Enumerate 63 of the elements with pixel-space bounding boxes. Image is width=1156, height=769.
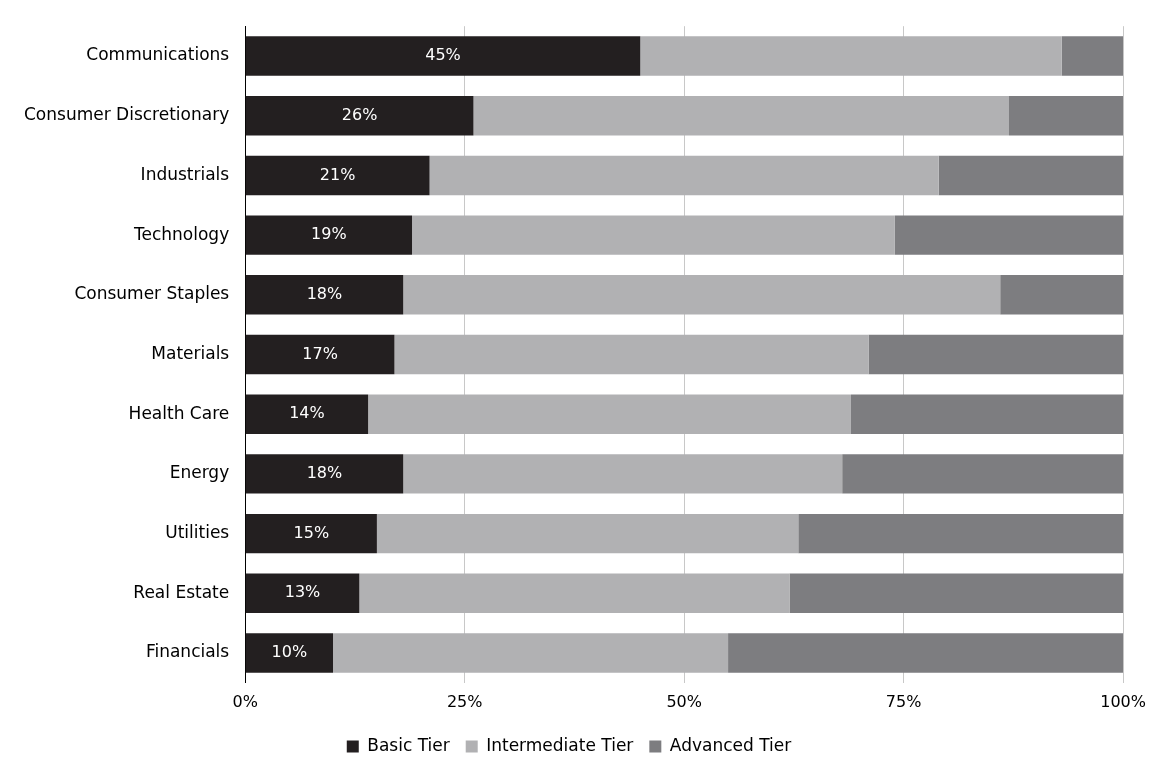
- bar: [368, 394, 851, 434]
- y-tick-label: Consumer Discretionary: [23, 104, 230, 125]
- bar: [842, 454, 1124, 494]
- x-tick-label: 25%: [446, 691, 483, 711]
- bar: [359, 573, 790, 613]
- bar: [938, 155, 1124, 196]
- x-tick-label: 0%: [232, 691, 258, 711]
- y-tick-label: Communications: [86, 44, 230, 65]
- bar: [333, 633, 729, 673]
- bar: [1009, 96, 1124, 136]
- legend-label: Basic Tier: [367, 734, 450, 755]
- data-label: 17%: [302, 343, 338, 363]
- legend-label: Advanced Tier: [669, 734, 792, 755]
- bar: [473, 96, 1009, 136]
- bar: [245, 454, 404, 494]
- bar: [245, 215, 413, 255]
- data-label: 18%: [306, 283, 343, 303]
- bar: [245, 633, 333, 673]
- bar: [850, 394, 1124, 434]
- data-label: 15%: [293, 522, 330, 542]
- bar: [789, 573, 1124, 613]
- bar: [412, 215, 895, 255]
- data-label: 45%: [425, 45, 461, 65]
- bar: [403, 454, 843, 494]
- x-tick-label: 100%: [1100, 691, 1146, 711]
- bar: [1061, 36, 1124, 76]
- y-tick-label: Industrials: [140, 163, 230, 184]
- bar: [245, 36, 641, 76]
- y-tick-label: Consumer Staples: [74, 283, 230, 304]
- bar: [245, 394, 369, 434]
- bar: [894, 215, 1124, 255]
- data-label: 13%: [284, 582, 321, 602]
- y-tick-label: Utilities: [165, 521, 230, 542]
- y-tick-label: Health Care: [128, 402, 230, 423]
- bar: [798, 513, 1124, 554]
- bar: [245, 275, 404, 315]
- bar: [245, 96, 474, 136]
- bar: [1000, 275, 1124, 315]
- data-label: 19%: [311, 224, 347, 244]
- y-tick-label: Materials: [151, 342, 230, 363]
- data-label: 18%: [306, 463, 343, 483]
- bar: [245, 573, 360, 613]
- legend-label: Intermediate Tier: [486, 734, 634, 755]
- y-tick-label: Financials: [145, 641, 230, 662]
- bar: [868, 334, 1124, 375]
- data-label: 14%: [289, 403, 325, 423]
- y-tick-label: Technology: [132, 223, 230, 244]
- x-tick-label: 50%: [666, 691, 702, 711]
- data-label: 26%: [341, 104, 378, 124]
- y-tick-label: Real Estate: [133, 581, 230, 602]
- data-label: 21%: [319, 164, 356, 184]
- bar: [394, 334, 869, 375]
- bar: [728, 633, 1124, 673]
- data-label: 10%: [271, 642, 308, 662]
- bar: [245, 334, 395, 375]
- bar: [640, 36, 1062, 76]
- y-tick-label: Energy: [169, 462, 230, 483]
- bar: [245, 513, 377, 554]
- bar: [245, 155, 430, 196]
- bar: [376, 513, 799, 554]
- bar: [429, 155, 939, 196]
- bar: [403, 275, 1001, 315]
- x-tick-label: 75%: [885, 691, 922, 711]
